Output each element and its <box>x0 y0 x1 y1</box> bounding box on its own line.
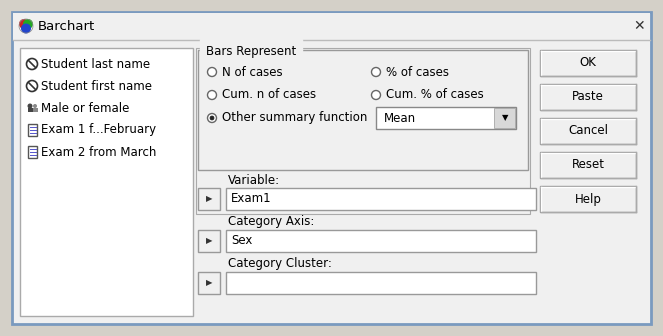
Text: Student first name: Student first name <box>41 80 152 92</box>
Text: Exam1: Exam1 <box>231 193 272 206</box>
Bar <box>198 50 528 170</box>
Bar <box>196 48 530 214</box>
Text: Cum. n of cases: Cum. n of cases <box>222 88 316 101</box>
Bar <box>226 188 536 210</box>
Bar <box>28 124 37 136</box>
Circle shape <box>27 103 32 109</box>
Bar <box>13 13 650 41</box>
Bar <box>32 108 38 112</box>
Text: ✕: ✕ <box>633 19 645 33</box>
Text: Mean: Mean <box>384 112 416 125</box>
Text: Cum. % of cases: Cum. % of cases <box>386 88 484 101</box>
Text: Variable:: Variable: <box>228 173 280 186</box>
Bar <box>494 108 515 128</box>
Bar <box>226 272 536 294</box>
Circle shape <box>371 68 381 77</box>
Text: Cancel: Cancel <box>568 125 608 137</box>
Circle shape <box>371 90 381 99</box>
Bar <box>540 152 636 178</box>
Text: N of cases: N of cases <box>222 66 282 79</box>
Circle shape <box>23 19 33 29</box>
Circle shape <box>208 90 217 99</box>
Bar <box>20 48 193 316</box>
Circle shape <box>208 68 217 77</box>
Bar <box>540 50 636 76</box>
Text: Paste: Paste <box>572 90 604 103</box>
Bar <box>540 186 636 212</box>
Circle shape <box>208 114 217 123</box>
Text: Sex: Sex <box>231 235 253 248</box>
Bar <box>226 230 536 252</box>
Circle shape <box>19 19 29 29</box>
Circle shape <box>33 104 37 108</box>
Text: Other summary function: Other summary function <box>222 112 367 125</box>
Bar <box>540 84 636 110</box>
Text: ▶: ▶ <box>206 195 212 204</box>
Bar <box>540 118 636 144</box>
Text: ▶: ▶ <box>206 279 212 288</box>
Text: OK: OK <box>579 56 597 70</box>
Text: Exam 1 f...February: Exam 1 f...February <box>41 124 156 136</box>
Bar <box>28 146 37 158</box>
Text: Bars Represent: Bars Represent <box>206 44 296 57</box>
Circle shape <box>27 81 38 91</box>
Text: Category Cluster:: Category Cluster: <box>228 257 332 270</box>
Bar <box>198 230 220 252</box>
Text: Barchart: Barchart <box>38 19 95 33</box>
Circle shape <box>210 116 214 120</box>
Circle shape <box>27 58 38 70</box>
Text: Help: Help <box>575 193 601 206</box>
Bar <box>198 188 220 210</box>
Bar <box>198 272 220 294</box>
Text: ▼: ▼ <box>502 114 509 123</box>
Text: % of cases: % of cases <box>386 66 449 79</box>
Circle shape <box>21 24 31 34</box>
Bar <box>27 108 32 112</box>
Text: Reset: Reset <box>572 159 605 171</box>
Text: Category Axis:: Category Axis: <box>228 215 314 228</box>
Text: Exam 2 from March: Exam 2 from March <box>41 145 156 159</box>
Text: Male or female: Male or female <box>41 101 129 115</box>
Text: ▶: ▶ <box>206 237 212 246</box>
Text: Student last name: Student last name <box>41 57 150 71</box>
Bar <box>376 107 516 129</box>
